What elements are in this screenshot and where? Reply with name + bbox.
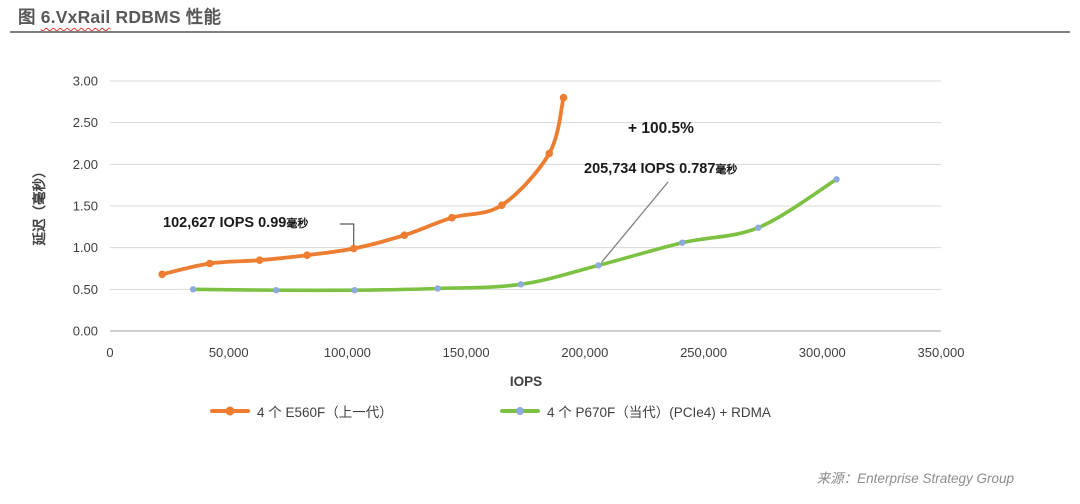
data-point-p670f bbox=[517, 281, 524, 288]
annotation-improvement-percent: + 100.5% bbox=[628, 120, 694, 137]
x-tick-label: 50,000 bbox=[209, 345, 249, 360]
source-note: 来源：Enterprise Strategy Group bbox=[817, 467, 1014, 487]
data-point-p670f bbox=[679, 239, 686, 246]
data-point-e560f bbox=[498, 201, 506, 209]
data-point-e560f bbox=[545, 149, 553, 158]
x-tick-label: 250,000 bbox=[680, 345, 727, 360]
x-tick-label: 150,000 bbox=[443, 345, 490, 360]
figure-title: 图 6.VxRail RDBMS 性能 bbox=[18, 4, 221, 29]
figure-title-spellcheck-word: 6.VxRail bbox=[40, 7, 111, 27]
x-tick-label: 300,000 bbox=[799, 345, 846, 360]
data-point-e560f bbox=[559, 93, 568, 102]
annotation-p670f-datalabel: 205,734 IOPS 0.787毫秒 bbox=[584, 161, 737, 177]
x-tick-label: 350,000 bbox=[918, 345, 965, 360]
legend-item-e560f: 4 个 E560F（上一代） bbox=[210, 401, 393, 421]
legend-marker-e560f-icon bbox=[210, 406, 250, 416]
data-point-e560f bbox=[205, 259, 214, 268]
figure-title-suffix: RDBMS 性能 bbox=[110, 7, 222, 27]
annotation-e560f-unit: 毫秒 bbox=[286, 218, 309, 230]
y-tick-label: 0.50 bbox=[73, 282, 98, 297]
y-tick-label: 0.00 bbox=[73, 324, 98, 339]
annotation-e560f-text: 102,627 IOPS 0.99 bbox=[163, 215, 287, 231]
data-point-e560f bbox=[349, 244, 358, 253]
x-tick-label: 200,000 bbox=[561, 345, 608, 360]
data-point-p670f bbox=[595, 262, 602, 269]
legend-marker-p670f-icon bbox=[500, 407, 540, 415]
x-axis-title: IOPS bbox=[509, 374, 543, 389]
annotation-p670f-text: 205,734 IOPS 0.787 bbox=[584, 161, 716, 177]
y-tick-label: 1.00 bbox=[73, 240, 98, 255]
title-divider-rule bbox=[10, 31, 1070, 33]
annotation-p670f-unit: 毫秒 bbox=[715, 164, 738, 176]
x-tick-label: 0 bbox=[106, 345, 113, 360]
y-tick-label: 2.00 bbox=[73, 157, 98, 172]
data-point-e560f bbox=[255, 256, 264, 265]
data-point-p670f bbox=[434, 285, 441, 292]
data-point-p670f bbox=[833, 176, 840, 183]
legend-label-e560f: 4 个 E560F（上一代） bbox=[257, 405, 393, 420]
x-tick-label: 100,000 bbox=[324, 345, 371, 360]
y-tick-label: 2.50 bbox=[73, 115, 98, 130]
data-point-p670f bbox=[273, 287, 280, 294]
data-point-e560f bbox=[303, 251, 311, 259]
data-point-p670f bbox=[351, 287, 358, 294]
legend-item-p670f: 4 个 P670F（当代）(PCIe4) + RDMA bbox=[500, 401, 771, 421]
series-line-e560f bbox=[160, 95, 566, 277]
data-point-p670f bbox=[755, 224, 762, 231]
y-axis-title: 延迟（毫秒） bbox=[32, 164, 47, 246]
callout-elbow-e560f-label bbox=[340, 223, 355, 245]
source-label: 来源： bbox=[816, 471, 858, 486]
callout-line-p670f-label bbox=[600, 181, 669, 263]
data-point-p670f bbox=[189, 286, 197, 293]
legend-label-p670f: 4 个 P670F（当代）(PCIe4) + RDMA bbox=[547, 405, 771, 420]
annotation-e560f-datalabel: 102,627 IOPS 0.99毫秒 bbox=[163, 215, 308, 231]
data-point-e560f bbox=[448, 213, 456, 222]
figure-title-prefix: 图 bbox=[18, 7, 41, 27]
y-tick-label: 1.50 bbox=[73, 199, 98, 214]
data-point-e560f bbox=[158, 270, 166, 279]
source-name: Enterprise Strategy Group bbox=[857, 471, 1014, 486]
data-point-e560f bbox=[400, 231, 409, 239]
y-tick-label: 3.00 bbox=[73, 74, 98, 89]
